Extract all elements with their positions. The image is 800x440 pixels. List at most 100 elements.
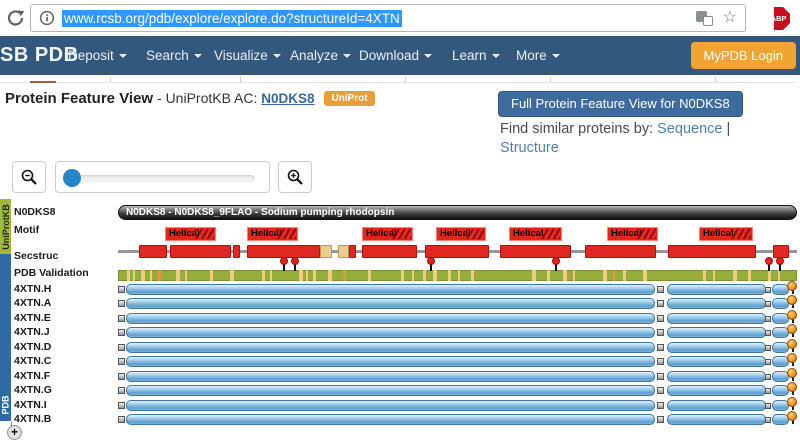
chain-bar[interactable] [126,312,655,324]
chain-bar[interactable] [667,284,766,295]
motif-segment-helical[interactable]: Helical [436,227,486,241]
secstruc-segment-helix[interactable] [668,245,756,258]
motif-segment-helical[interactable]: Helical [247,227,298,241]
chain-bar[interactable] [667,370,766,382]
ligand-marker[interactable] [787,338,797,349]
zoom-slider-track[interactable] [68,175,255,182]
chain-bar[interactable] [667,327,766,339]
validation-outlier-marker[interactable] [765,257,773,265]
secstruc-segment-helix[interactable] [362,245,417,258]
chain-bar[interactable] [126,341,655,353]
uniprot-title-track[interactable]: N0DKS8 - N0DKS8_9FLAO - Sodium pumping r… [118,205,797,220]
chain-bar[interactable] [126,399,655,411]
chain-bar[interactable] [667,312,766,324]
hatch-pattern [731,229,751,239]
url-bar[interactable]: www.rcsb.org/pdb/explore/explore.do?stru… [30,4,746,32]
chain-bar[interactable] [126,284,655,295]
chain-connector [657,343,664,351]
validation-outlier-marker[interactable] [291,257,299,265]
motif-segment-helical[interactable]: Helical [607,227,658,241]
chain-bar[interactable] [667,298,766,310]
validation-track-bar[interactable] [118,270,797,281]
motif-segment-helical[interactable]: Helical [509,227,562,241]
ligand-marker[interactable] [787,295,797,306]
ligand-marker[interactable] [787,281,797,291]
motif-segment-helical[interactable]: Helical [362,227,413,241]
translate-icon[interactable] [695,10,713,26]
find-similar-text: Find similar proteins by: Sequence | Str… [500,120,765,158]
secstruc-segment-other[interactable] [338,245,349,258]
validation-outlier-marker[interactable] [552,257,560,265]
ligand-marker[interactable] [787,411,797,422]
row-label-n0dks8: N0DKS8 [14,206,56,218]
ligand-marker[interactable] [787,353,797,364]
validation-stripe [176,270,180,281]
chain-bar[interactable] [126,298,655,310]
page-info-icon[interactable] [39,10,55,26]
adblock-extension-icon[interactable]: ABP [773,7,790,30]
secstruc-segment-helix[interactable] [349,245,356,258]
chain-connector [765,388,771,395]
motif-segment-helical[interactable]: Helical [165,227,216,241]
zoom-out-button[interactable] [12,161,46,193]
tab-tick [405,77,406,83]
uniprot-badge[interactable]: UniProt [324,91,375,106]
ligand-marker[interactable] [787,367,797,378]
ligand-marker[interactable] [787,396,797,407]
chain-bar[interactable] [667,414,766,426]
rcsb-pdb-logo[interactable]: SB PDB [0,44,79,66]
uniprot-accession-link[interactable]: N0DKS8 [261,91,315,106]
zoom-slider[interactable] [55,161,270,193]
nav-item-visualize[interactable]: Visualize [214,36,281,75]
chain-label: 4XTN.F [14,369,51,382]
chain-bar[interactable] [667,341,766,353]
nav-item-download[interactable]: Download [359,36,433,75]
chain-bar[interactable] [126,385,655,397]
chain-bar[interactable] [667,385,766,397]
motif-segment-helical[interactable]: Helical [699,227,753,241]
add-track-button[interactable]: + [7,425,22,440]
nav-item-analyze[interactable]: Analyze [290,36,352,75]
sequence-link[interactable]: Sequence [657,121,723,137]
mypdb-login-button[interactable]: MyPDB Login [690,42,796,69]
chevron-down-icon [424,54,433,58]
chain-bar[interactable] [126,370,655,382]
chain-bar[interactable] [126,414,655,426]
secstruc-segment-helix[interactable] [773,245,789,258]
validation-stripe [141,270,145,281]
chain-connector [765,359,771,366]
zoom-in-icon [287,169,303,185]
validation-outlier-marker[interactable] [776,257,784,265]
nav-item-search[interactable]: Search [146,36,202,75]
full-feature-view-button[interactable]: Full Protein Feature View for N0DKS8 [498,91,743,117]
chain-bar[interactable] [667,399,766,411]
url-input[interactable]: www.rcsb.org/pdb/explore/explore.do?stru… [62,9,402,27]
structure-link[interactable]: Structure [500,140,559,156]
validation-stripe [150,270,152,281]
secstruc-segment-helix[interactable] [585,245,656,258]
secstruc-segment-helix[interactable] [233,245,240,258]
secstruc-segment-helix[interactable] [170,245,231,258]
chain-bar[interactable] [667,356,766,368]
validation-stripe [703,270,706,281]
nav-item-learn[interactable]: Learn [452,36,500,75]
secstruc-segment-other[interactable] [320,245,332,258]
nav-item-deposit[interactable]: Deposit [68,36,127,75]
chain-bar[interactable] [126,327,655,339]
secstruc-segment-helix[interactable] [500,245,571,258]
chain-bar[interactable] [126,356,655,368]
ligand-marker[interactable] [787,309,797,320]
secstruc-segment-helix[interactable] [139,245,167,258]
row-label-motif: Motif [14,224,40,236]
nav-item-more[interactable]: More [516,36,560,75]
validation-stripe [423,270,426,281]
ligand-marker[interactable] [787,324,797,335]
reload-icon[interactable] [5,7,27,29]
ligand-marker[interactable] [787,382,797,393]
zoom-slider-handle[interactable] [63,169,81,187]
secstruc-segment-helix[interactable] [425,245,489,258]
zoom-in-button[interactable] [278,161,312,193]
validation-outlier-marker[interactable] [280,257,288,265]
validation-outlier-marker[interactable] [427,257,435,265]
bookmark-star-icon[interactable]: ☆ [722,9,737,26]
